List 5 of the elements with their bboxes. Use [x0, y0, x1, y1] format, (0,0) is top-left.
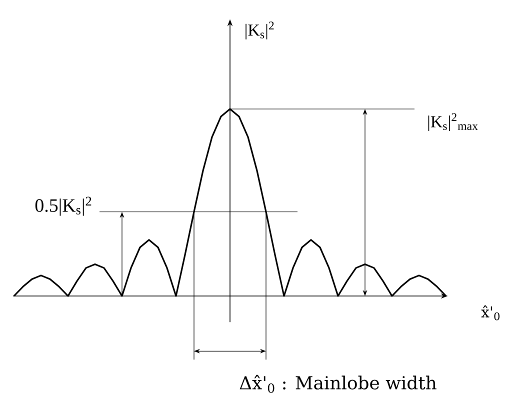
y-axis-title: |K$_{s}$|$^{2}$ [246, 22, 274, 40]
ref-line-label: |K$_{s}$|$^{2}$max [428, 113, 478, 131]
ref-line-label: 0.5|K$_{s}$|$^{2}$ [35, 196, 92, 216]
x-axis-title: x̂'$_{0}$ [481, 305, 500, 320]
text: Δx̂'$_{0}$ : Mainlobe width [240, 374, 436, 393]
